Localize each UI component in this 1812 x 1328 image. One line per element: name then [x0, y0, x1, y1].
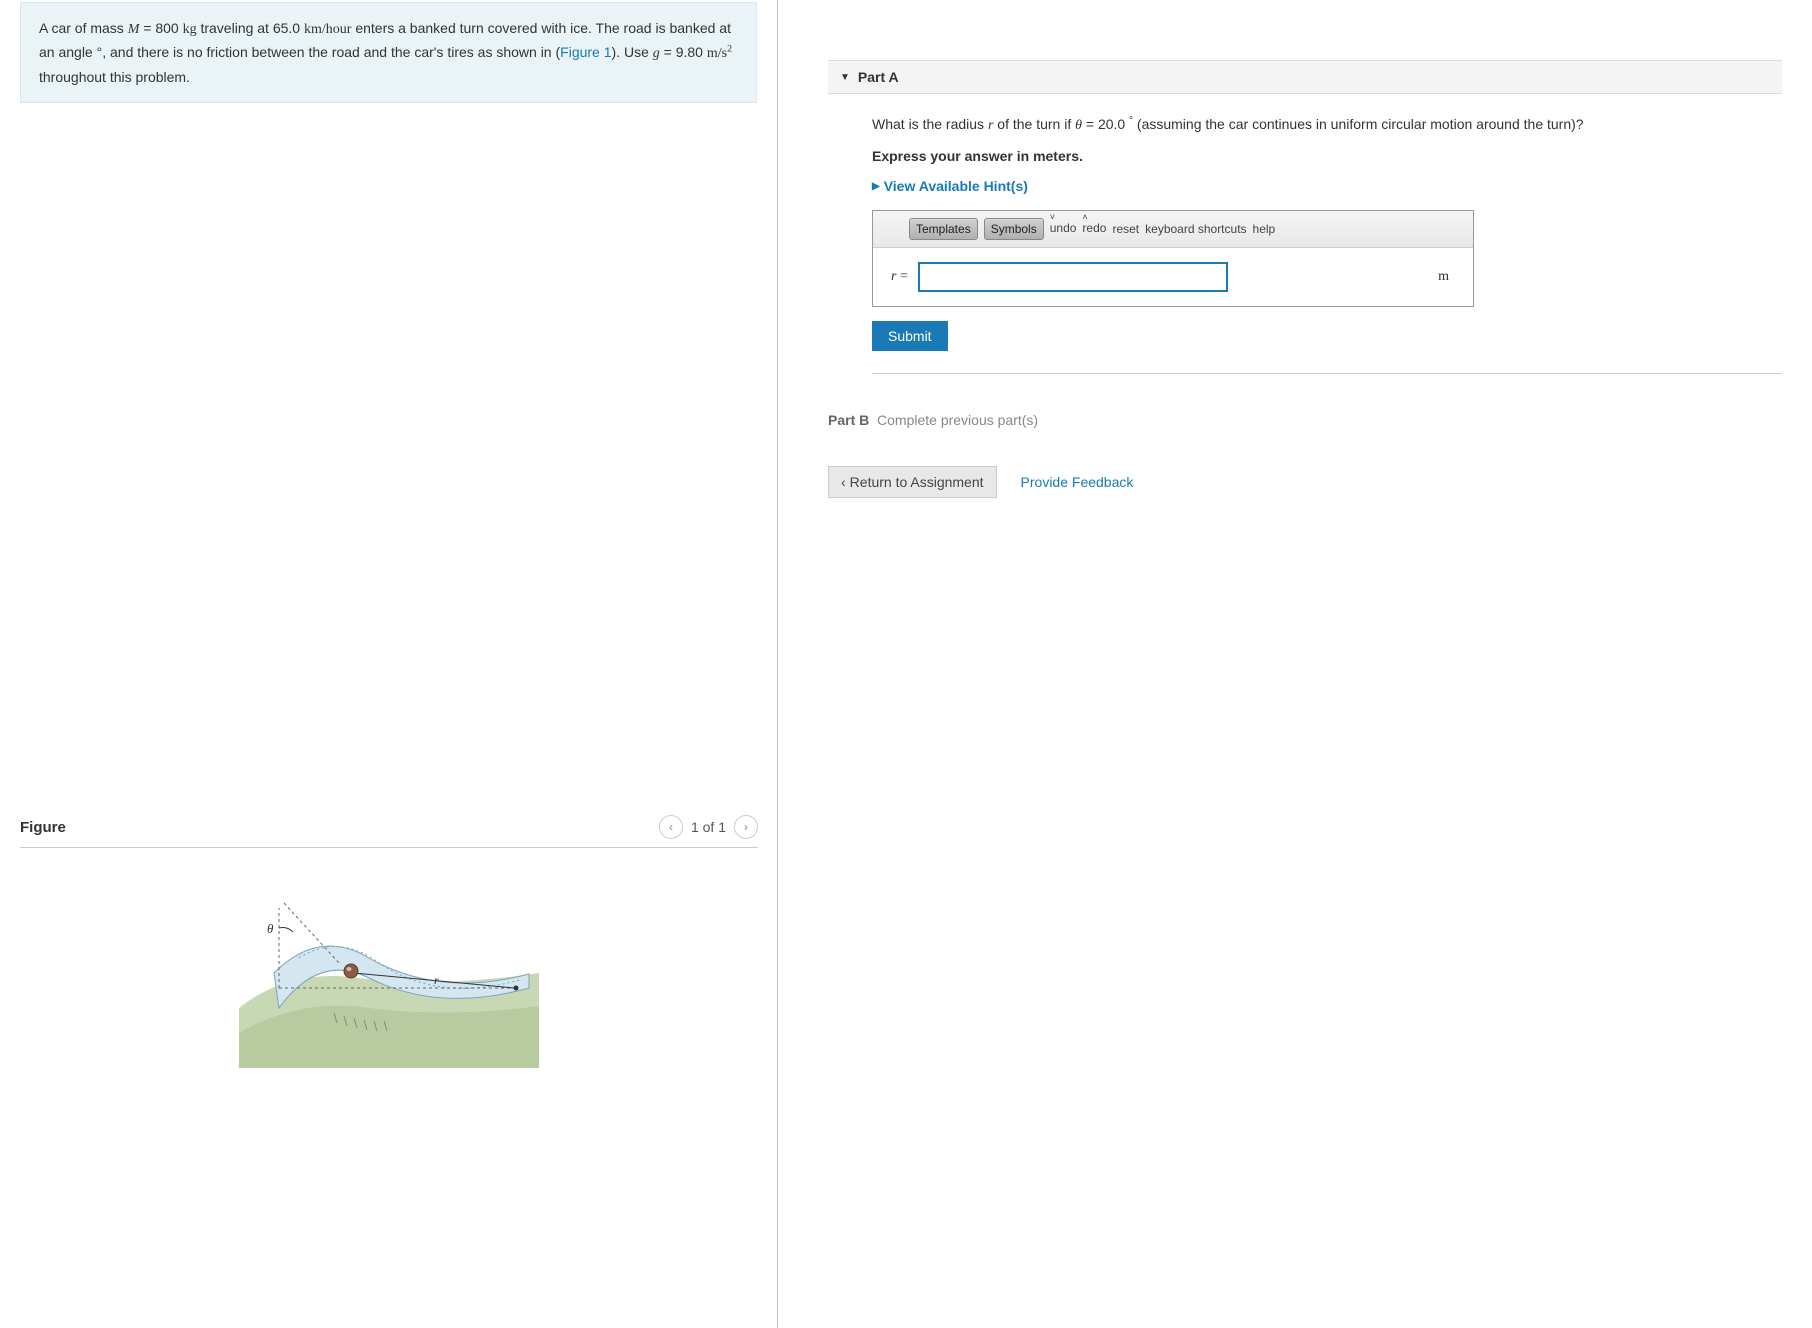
- help-button[interactable]: help: [1253, 222, 1276, 236]
- answer-variable-label: r =: [891, 269, 908, 285]
- problem-statement: A car of mass M = 800 kg traveling at 65…: [20, 2, 757, 103]
- svg-text:θ: θ: [267, 921, 274, 936]
- figure-next-button[interactable]: ›: [734, 815, 758, 839]
- part-a-title: Part A: [858, 69, 899, 85]
- part-b-row: Part B Complete previous part(s): [828, 394, 1782, 432]
- answer-input[interactable]: [918, 262, 1228, 292]
- submit-button[interactable]: Submit: [872, 321, 948, 351]
- figure-image: r θ: [20, 878, 758, 1068]
- answer-box: Templates Symbols ˅undo ˄redo reset keyb…: [872, 210, 1474, 307]
- question-text: What is the radius r of the turn if θ = …: [872, 114, 1782, 136]
- figure-header: Figure ‹ 1 of 1 ›: [20, 815, 758, 848]
- mass-variable: M: [128, 22, 140, 37]
- text: = 800: [139, 20, 182, 36]
- unit-kg: kg: [183, 22, 197, 37]
- text: A car of mass: [39, 20, 128, 36]
- text: ). Use: [612, 44, 653, 60]
- part-b-title: Part B: [828, 412, 869, 428]
- svg-text:r: r: [434, 973, 439, 987]
- figure-nav: ‹ 1 of 1 ›: [659, 815, 758, 839]
- divider: [872, 373, 1782, 374]
- right-pane: ▼ Part A What is the radius r of the tur…: [778, 0, 1812, 1328]
- unit-kmh: km/hour: [304, 22, 351, 37]
- undo-button[interactable]: ˅undo: [1050, 215, 1077, 243]
- figure-counter: 1 of 1: [691, 819, 726, 835]
- figure-link[interactable]: Figure 1: [560, 44, 611, 60]
- text: , and there is no friction between the r…: [102, 44, 560, 60]
- reset-button[interactable]: reset: [1112, 222, 1139, 236]
- text: traveling at 65.0: [197, 20, 304, 36]
- symbols-button[interactable]: Symbols: [984, 218, 1044, 240]
- banked-turn-diagram: r θ: [239, 878, 539, 1068]
- return-to-assignment-button[interactable]: ‹ Return to Assignment: [828, 466, 997, 498]
- bottom-actions: ‹ Return to Assignment Provide Feedback: [828, 466, 1782, 498]
- templates-button[interactable]: Templates: [909, 218, 978, 240]
- keyboard-shortcuts-button[interactable]: keyboard shortcuts: [1145, 222, 1246, 236]
- redo-button[interactable]: ˄redo: [1082, 215, 1106, 243]
- express-instruction: Express your answer in meters.: [872, 148, 1782, 164]
- g-variable: g: [653, 46, 660, 61]
- text: throughout this problem.: [39, 69, 190, 85]
- main-container: A car of mass M = 800 kg traveling at 65…: [0, 0, 1812, 1328]
- answer-unit: m: [1438, 269, 1455, 285]
- text: = 9.80: [660, 44, 707, 60]
- theta-variable: θ: [1075, 118, 1082, 133]
- part-b-status: Complete previous part(s): [877, 412, 1038, 428]
- caret-down-icon: ▼: [840, 72, 850, 83]
- left-pane: A car of mass M = 800 kg traveling at 65…: [0, 0, 778, 1328]
- view-hints-link[interactable]: ▶ View Available Hint(s): [872, 178, 1782, 194]
- triangle-right-icon: ▶: [872, 181, 880, 192]
- answer-row: r = m: [873, 248, 1473, 306]
- part-a-body: What is the radius r of the turn if θ = …: [828, 94, 1782, 394]
- figure-section: Figure ‹ 1 of 1 › r: [20, 815, 758, 1068]
- unit-ms2: m/s2: [707, 46, 732, 61]
- figure-prev-button[interactable]: ‹: [659, 815, 683, 839]
- chevron-left-icon: ‹: [841, 474, 846, 490]
- equation-toolbar: Templates Symbols ˅undo ˄redo reset keyb…: [873, 211, 1473, 248]
- part-a-header[interactable]: ▼ Part A: [828, 60, 1782, 94]
- figure-title: Figure: [20, 819, 66, 836]
- provide-feedback-link[interactable]: Provide Feedback: [1021, 474, 1134, 490]
